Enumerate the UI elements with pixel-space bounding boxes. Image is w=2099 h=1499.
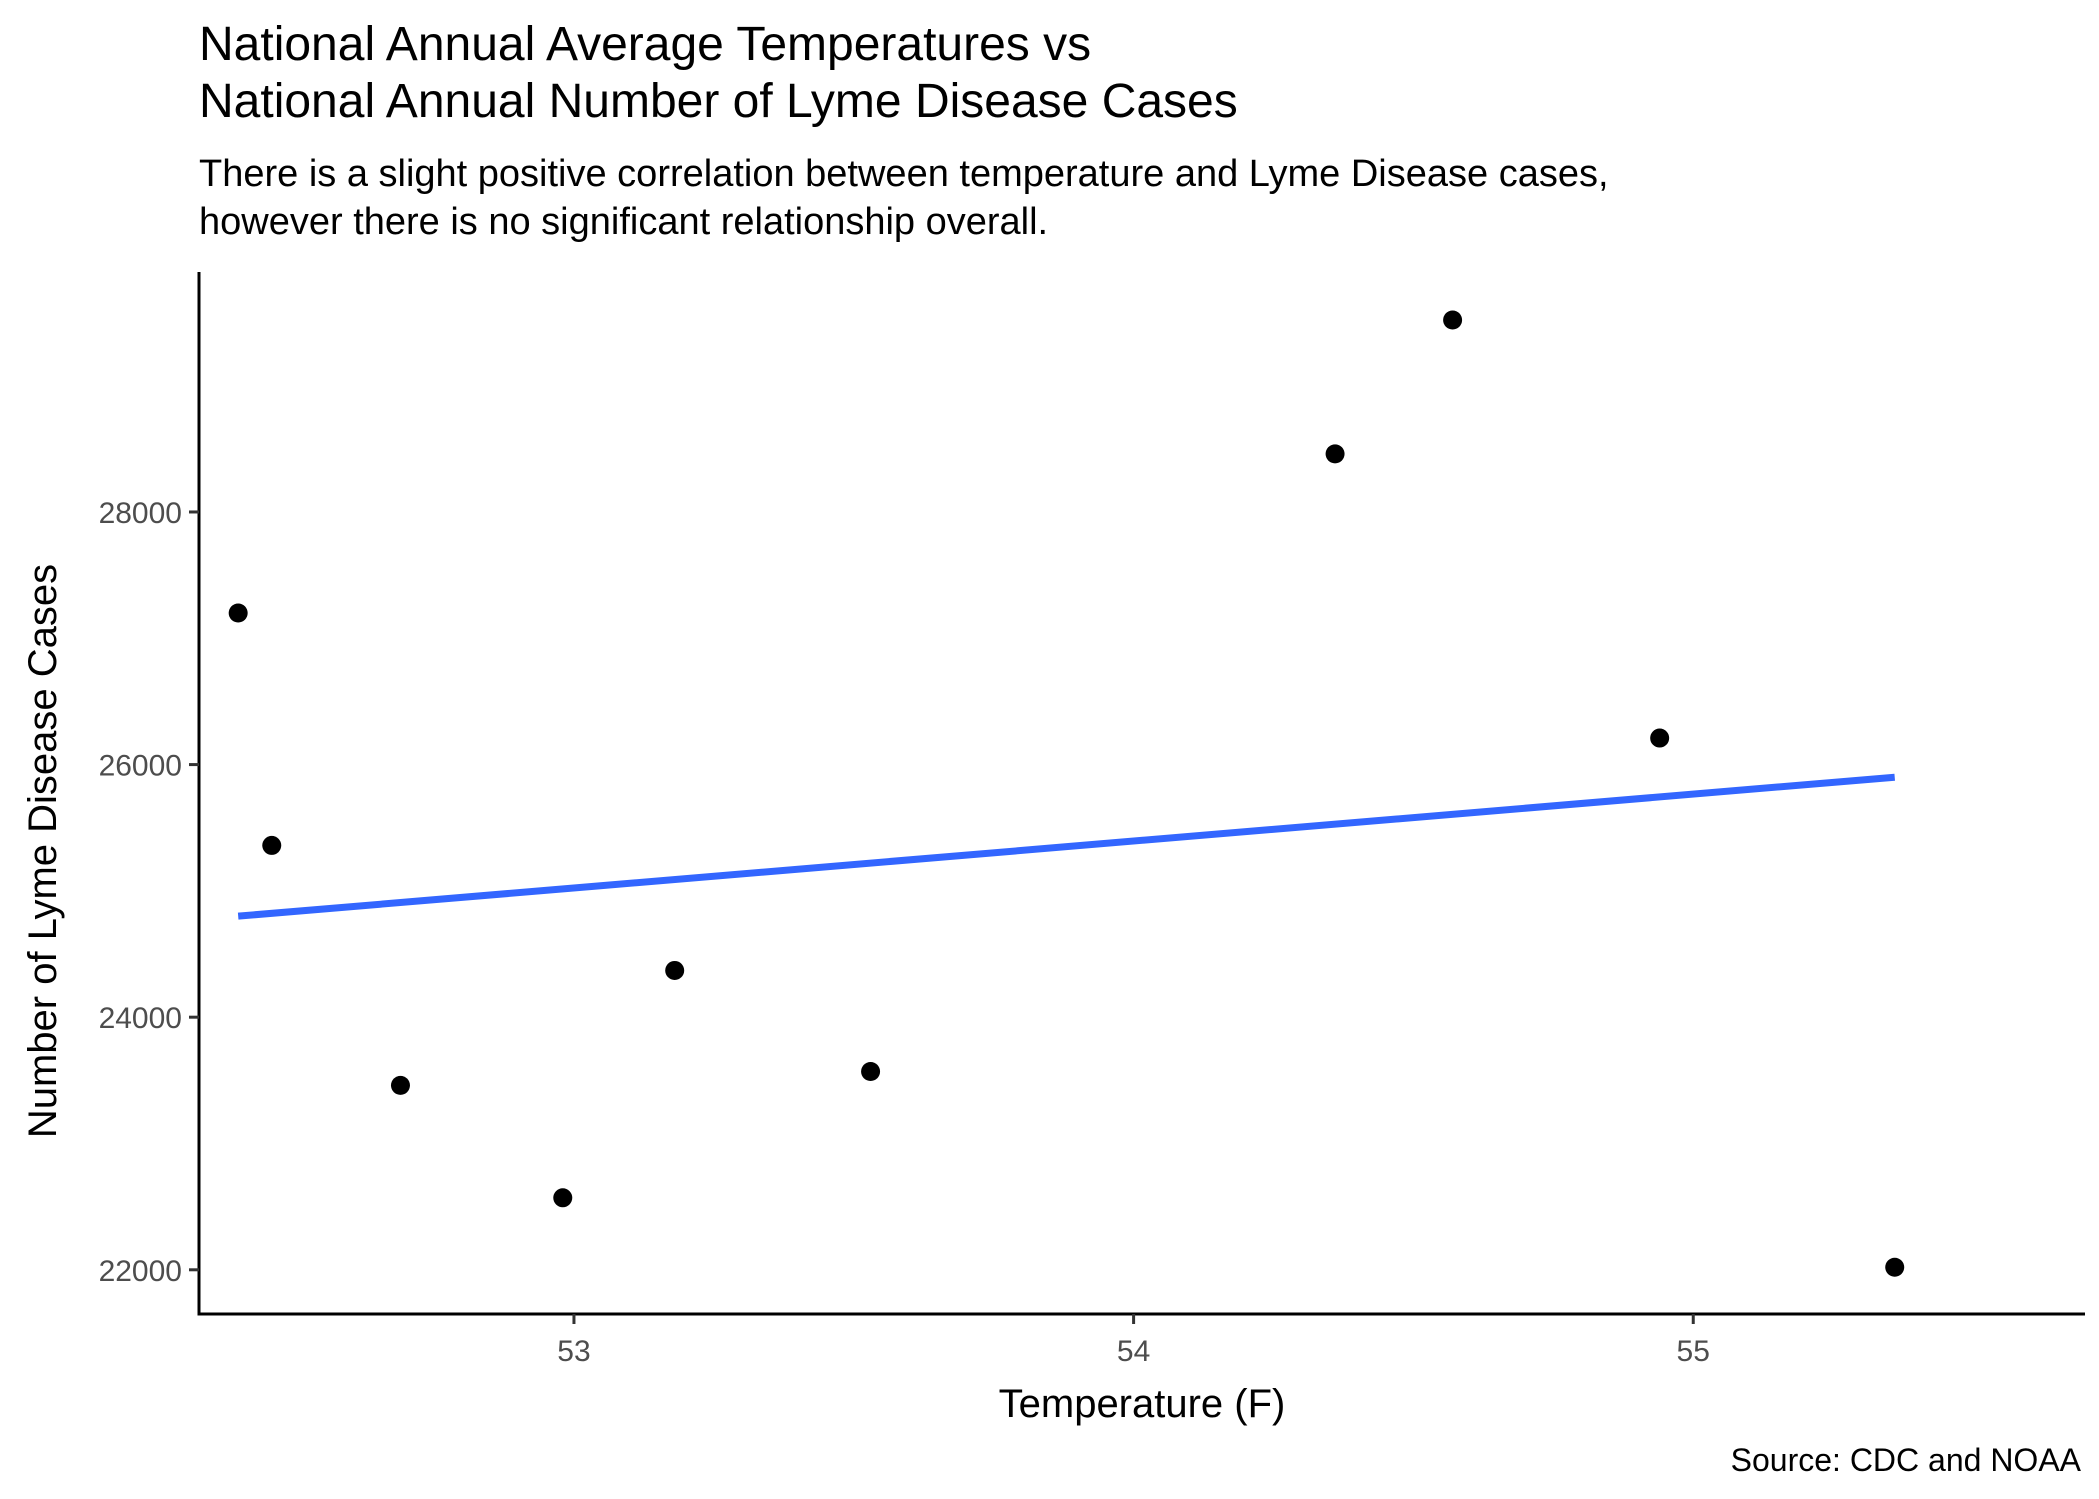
data-point <box>861 1061 881 1081</box>
data-point <box>1650 728 1670 748</box>
y-axis-title: Number of Lyme Disease Cases <box>21 564 65 1138</box>
chart-title: National Annual Average Temperatures vs … <box>199 16 1238 130</box>
y-tick-label: 24000 <box>99 1002 182 1035</box>
data-point <box>1325 444 1345 464</box>
y-tick-label: 26000 <box>99 750 182 783</box>
x-tick-label: 55 <box>1677 1335 1710 1368</box>
chart-subtitle: There is a slight positive correlation b… <box>199 150 1609 246</box>
data-point <box>262 835 282 855</box>
data-point <box>1885 1257 1905 1277</box>
x-axis-ticks: 53 54 55 <box>557 1314 1710 1368</box>
data-point <box>553 1188 573 1208</box>
y-tick-label: 28000 <box>99 497 182 530</box>
x-tick-label: 54 <box>1117 1335 1150 1368</box>
data-point <box>390 1075 410 1095</box>
chart-subtitle-line-2: however there is no significant relation… <box>199 201 1049 243</box>
data-point <box>228 603 248 623</box>
x-axis-title: Temperature (F) <box>999 1382 1286 1426</box>
x-tick-label: 53 <box>557 1335 590 1368</box>
chart-subtitle-line-1: There is a slight positive correlation b… <box>199 153 1609 195</box>
data-point <box>665 960 685 980</box>
trend-line <box>237 773 1896 920</box>
data-point <box>1443 310 1463 330</box>
chart-title-line-2: National Annual Number of Lyme Disease C… <box>199 75 1238 128</box>
plot-marks <box>228 310 1905 1277</box>
chart-caption: Source: CDC and NOAA <box>1730 1442 2081 1478</box>
y-tick-label: 22000 <box>99 1255 182 1288</box>
chart-title-line-1: National Annual Average Temperatures vs <box>199 18 1092 71</box>
y-axis-ticks: 22000 24000 26000 28000 <box>99 497 199 1288</box>
